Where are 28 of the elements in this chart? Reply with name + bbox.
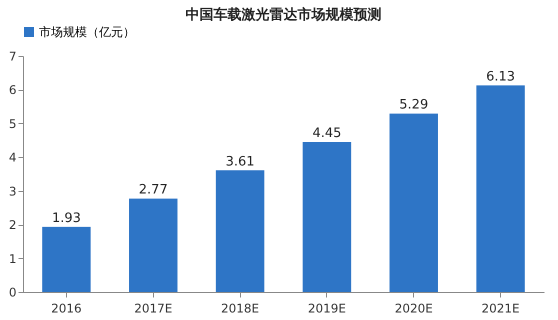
y-tick-label: 7 (8, 50, 16, 64)
bar (302, 142, 352, 292)
bar (216, 170, 264, 292)
chart-title: 中国车载激光雷达市场规模预测 (186, 6, 382, 23)
data-label: 5.29 (399, 98, 428, 113)
x-tick-label: 2017E (134, 302, 172, 316)
bar (129, 198, 178, 292)
x-tick-label: 2021E (482, 302, 520, 316)
y-tick-label: 5 (8, 116, 16, 131)
x-tick-label: 2020E (394, 302, 433, 316)
x-tick-label: 2016 (51, 302, 82, 316)
data-label: 1.93 (52, 210, 81, 226)
bar (476, 85, 525, 292)
y-tick-label: 4 (8, 150, 16, 165)
data-label: 2.77 (138, 182, 168, 198)
data-label: 3.61 (226, 154, 255, 170)
y-tick-label: 3 (8, 184, 16, 198)
x-tick-label: 2019E (308, 302, 346, 316)
legend-label: 市场规模（亿元） (39, 25, 135, 39)
bar (390, 114, 438, 292)
y-tick-label: 0 (8, 286, 16, 300)
bar (42, 226, 91, 292)
data-label: 4.45 (312, 126, 342, 141)
y-tick-label: 2 (8, 218, 16, 232)
y-tick-label: 1 (8, 252, 16, 266)
x-tick-label: 2018E (221, 302, 260, 316)
y-tick-label: 6 (8, 83, 16, 98)
data-label: 6.13 (486, 69, 516, 84)
